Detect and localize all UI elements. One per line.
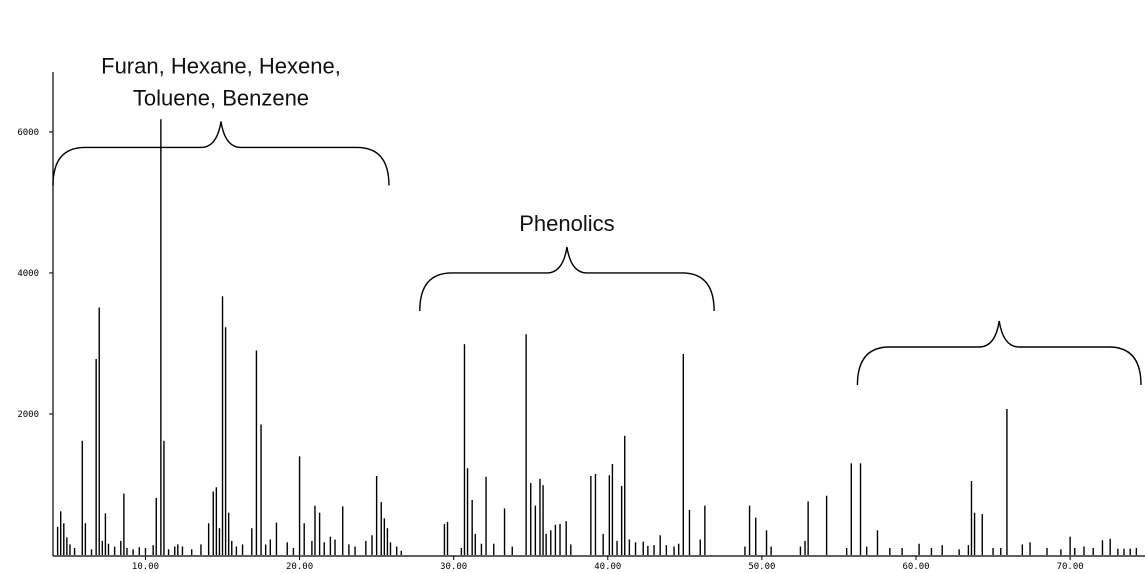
- x-tick-label: 50.00: [748, 562, 775, 572]
- annotation-label: Furan, Hexane, Hexene,: [101, 53, 341, 78]
- annotation-brace: [856, 320, 1142, 385]
- x-tick-label: 70.00: [1057, 562, 1084, 572]
- y-tick-label: 2000: [17, 410, 39, 420]
- annotation-brace: [419, 246, 715, 311]
- x-tick-label: 30.00: [440, 562, 467, 572]
- annotation-labels: Furan, Hexane, Hexene, Toluene, Benzene Ph…: [101, 53, 615, 236]
- annotation-label: Phenolics: [519, 211, 614, 236]
- annotation-label: Toluene, Benzene: [133, 85, 309, 110]
- x-tick-label: 20.00: [286, 562, 313, 572]
- axis-ticks: 10.00 20.00 30.00 40.00 50.00 60.00 70.00 2000 4…: [17, 128, 1083, 572]
- y-tick-label: 4000: [17, 269, 39, 279]
- peak-bars: [56, 119, 1138, 555]
- x-tick-label: 40.00: [594, 562, 621, 572]
- axes: [52, 72, 1145, 557]
- y-tick-label: 6000: [17, 128, 39, 138]
- x-tick-label: 10.00: [132, 562, 159, 572]
- annotation-brace: [52, 121, 390, 186]
- x-tick-label: 60.00: [902, 562, 929, 572]
- annotation-braces: [52, 121, 1142, 385]
